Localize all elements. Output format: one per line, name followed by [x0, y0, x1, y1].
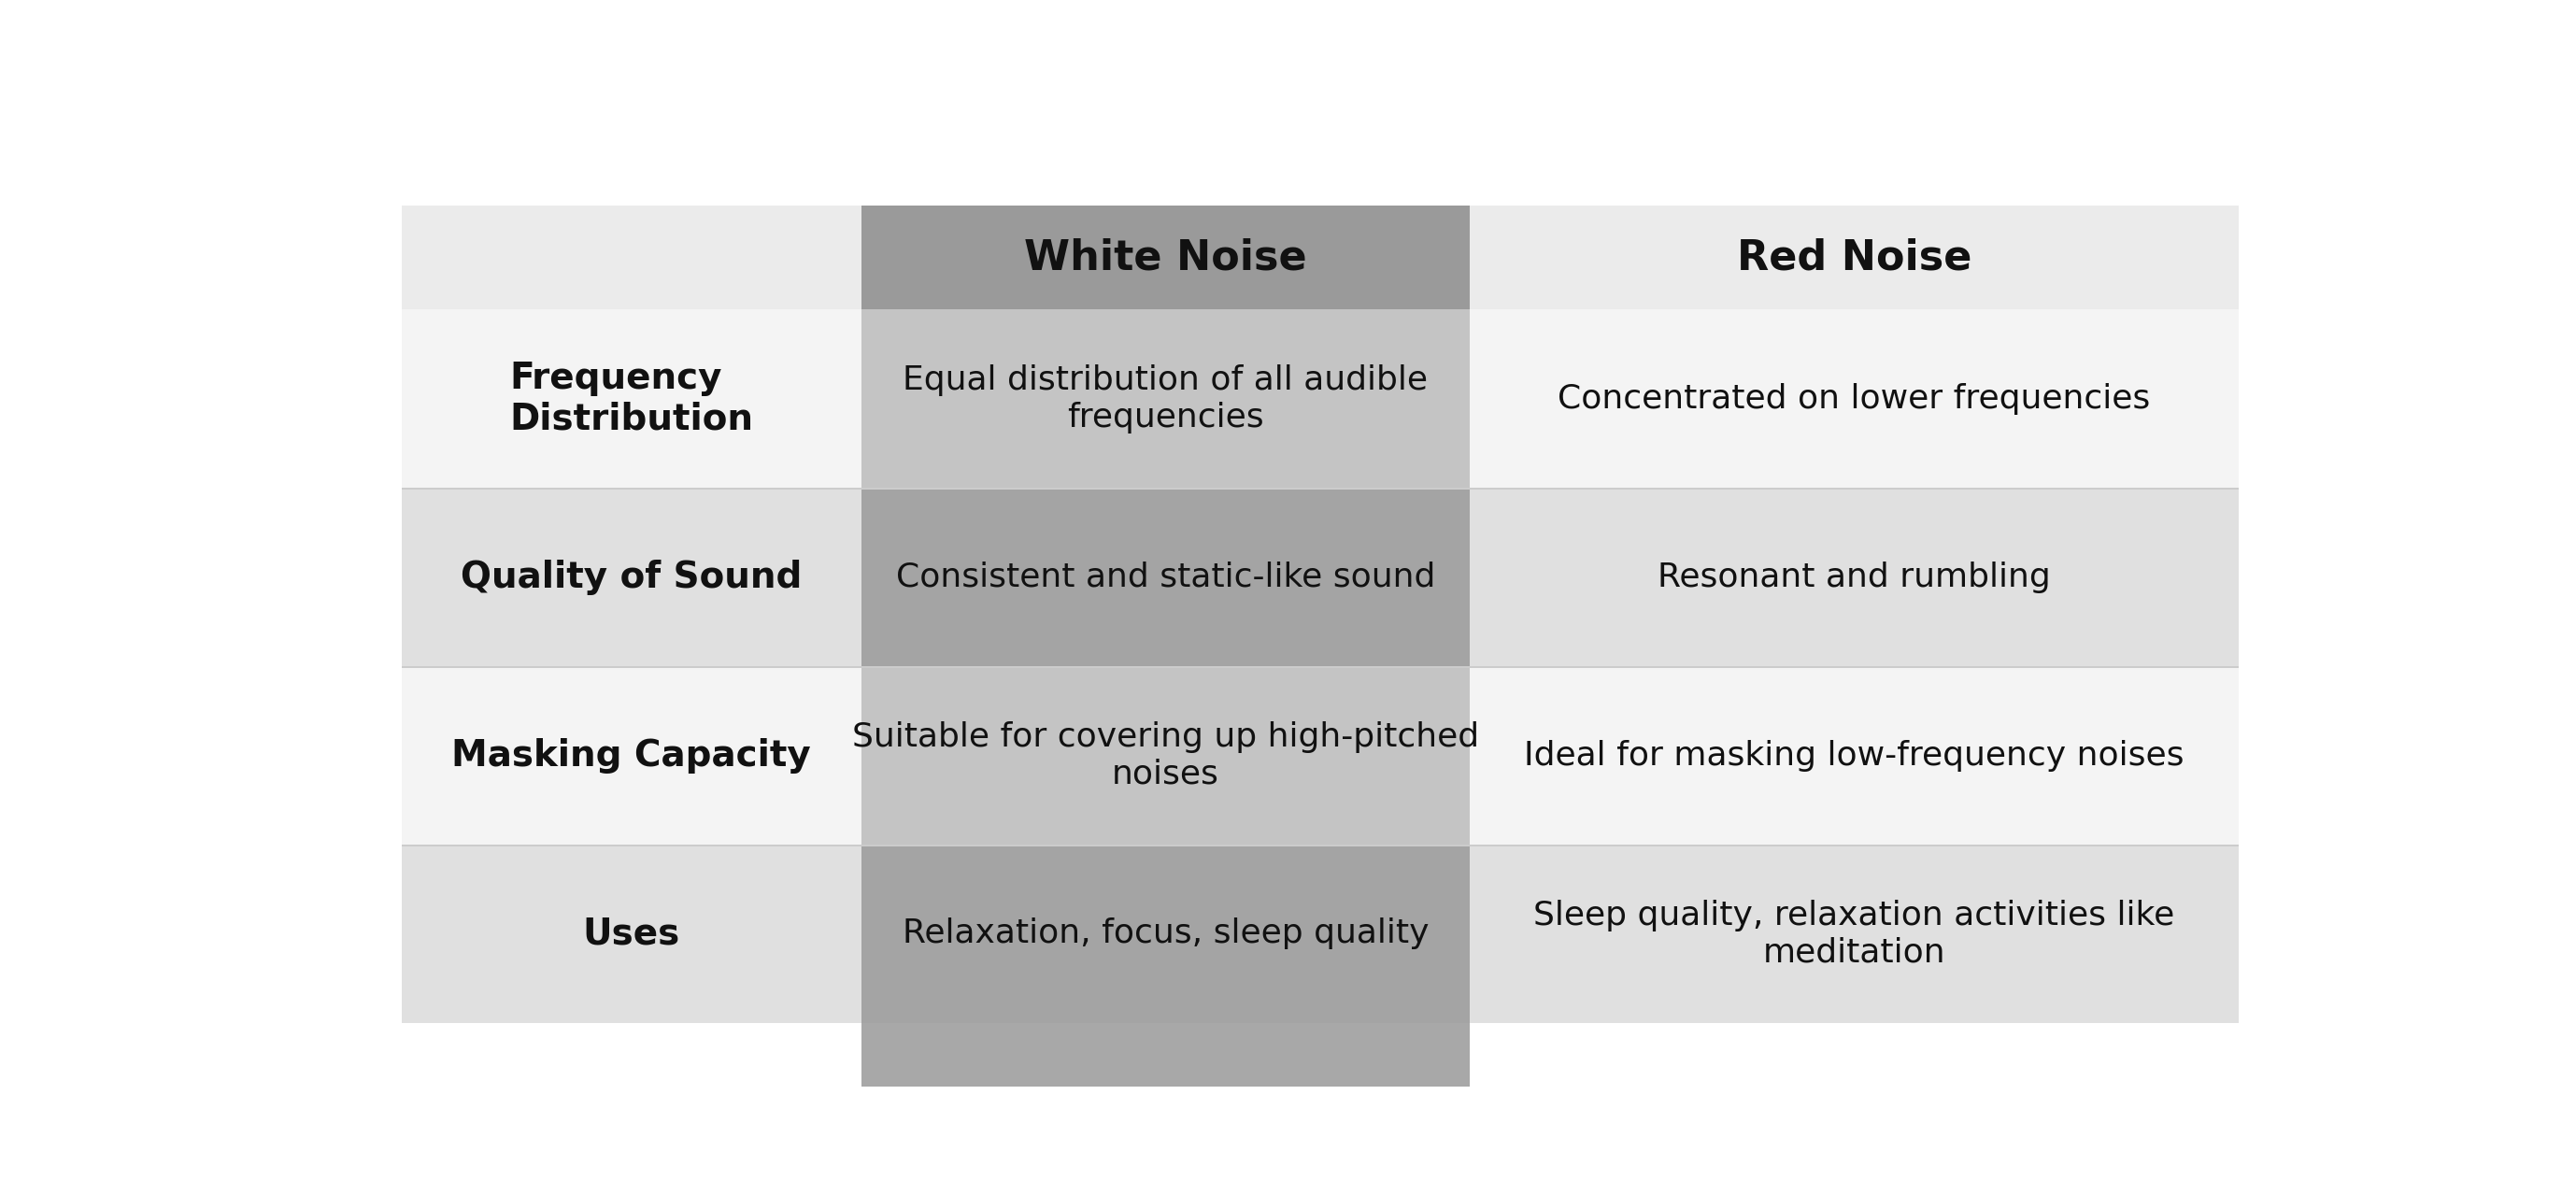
- Bar: [402, 667, 2239, 668]
- Bar: [860, 667, 1471, 845]
- Bar: [402, 845, 2239, 846]
- Text: Concentrated on lower frequencies: Concentrated on lower frequencies: [1558, 384, 2151, 414]
- Text: Quality of Sound: Quality of Sound: [461, 559, 801, 595]
- Bar: [860, 205, 1471, 309]
- Text: Relaxation, focus, sleep quality: Relaxation, focus, sleep quality: [902, 918, 1430, 950]
- Text: Consistent and static-like sound: Consistent and static-like sound: [896, 562, 1435, 594]
- Text: Frequency
Distribution: Frequency Distribution: [510, 361, 752, 437]
- Text: Masking Capacity: Masking Capacity: [451, 738, 811, 773]
- Bar: [402, 845, 2239, 1023]
- Text: Uses: Uses: [582, 916, 680, 951]
- Bar: [402, 309, 2239, 489]
- Text: Resonant and rumbling: Resonant and rumbling: [1659, 562, 2050, 594]
- Bar: [402, 667, 2239, 845]
- Text: Red Noise: Red Noise: [1736, 237, 1971, 277]
- Text: Sleep quality, relaxation activities like
meditation: Sleep quality, relaxation activities lik…: [1533, 899, 2174, 968]
- Text: White Noise: White Noise: [1025, 237, 1306, 277]
- Bar: [402, 489, 2239, 667]
- Bar: [860, 309, 1471, 489]
- Text: Suitable for covering up high-pitched
noises: Suitable for covering up high-pitched no…: [853, 721, 1479, 789]
- Bar: [860, 489, 1471, 667]
- Bar: [402, 489, 2239, 490]
- Text: Equal distribution of all audible
frequencies: Equal distribution of all audible freque…: [904, 365, 1427, 433]
- Text: Ideal for masking low-frequency noises: Ideal for masking low-frequency noises: [1525, 740, 2184, 772]
- Bar: [860, 845, 1471, 1023]
- Bar: [860, 205, 1471, 1087]
